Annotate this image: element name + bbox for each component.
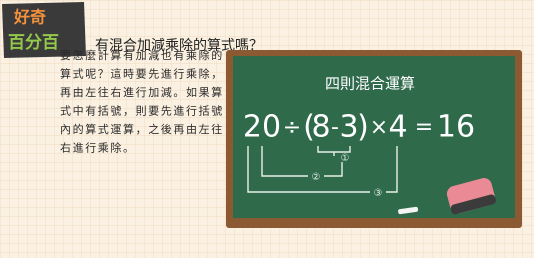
badge-line1: 好奇 — [13, 8, 46, 27]
board-title: 四則混合運算 — [325, 75, 415, 93]
paragraph-line: 要怎麼計算有加減也有乘除的 — [60, 48, 224, 62]
step-marker: ① — [341, 153, 350, 164]
equation-token: - — [331, 115, 339, 140]
equation: 20÷(8-3)×4=16 — [243, 110, 475, 145]
paragraph-line: 右進行乘除。 — [60, 141, 136, 155]
paragraph-line: 內的算式運算，之後再由左往 — [60, 122, 224, 136]
equation-token: = — [415, 115, 433, 140]
paragraph-line: 式中有括號，則要先進行括號 — [60, 104, 224, 118]
equation-token: × — [370, 115, 388, 140]
paragraph-line: 算式呢？這時要先進行乘除， — [60, 67, 224, 81]
equation-token: 8 — [311, 110, 330, 145]
equation-token: ) — [357, 110, 369, 145]
illustration: 好奇 百分百 有混合加減乘除的算式嗎？ 要怎麼計算有加減也有乘除的算式呢？這時要… — [0, 0, 534, 258]
paragraph-line: 再由左往右進行加減。如果算 — [60, 85, 224, 99]
equation-token: 3 — [339, 110, 358, 145]
badge-line2: 百分百 — [8, 33, 59, 53]
equation-token: 16 — [437, 110, 475, 145]
step-marker: ③ — [374, 188, 383, 199]
chalkboard: 四則混合運算 20÷(8-3)×4=16 ① ② ③ — [226, 50, 522, 228]
step-marker: ② — [312, 172, 321, 183]
equation-token: 20 — [243, 110, 281, 145]
equation-token: 4 — [388, 110, 407, 145]
equation-token: ÷ — [283, 115, 301, 140]
